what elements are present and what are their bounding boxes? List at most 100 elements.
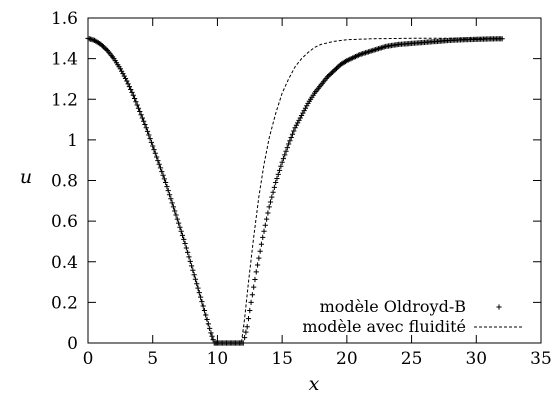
data-point-marker	[119, 68, 125, 74]
data-point-marker	[282, 152, 288, 158]
data-point-marker	[253, 269, 259, 275]
data-point-marker	[244, 324, 250, 330]
legend-marker-plus	[496, 304, 502, 310]
data-point-marker	[148, 139, 155, 145]
data-point-marker	[296, 117, 302, 123]
data-point-marker	[196, 290, 202, 296]
data-point-marker	[278, 163, 284, 169]
data-point-marker	[499, 36, 505, 42]
x-tick-label: 10	[207, 349, 229, 369]
data-point-marker	[276, 167, 283, 173]
data-point-marker	[251, 284, 257, 290]
data-point-marker	[122, 75, 129, 82]
y-tick-label: 0.2	[51, 293, 78, 313]
data-point-marker	[182, 240, 188, 247]
data-point-marker	[295, 120, 301, 126]
data-point-marker	[326, 73, 332, 79]
data-point-marker	[128, 86, 134, 93]
data-point-marker	[177, 224, 183, 230]
data-point-marker	[335, 64, 341, 70]
data-point-marker	[129, 89, 135, 95]
data-point-marker	[333, 65, 340, 71]
data-point-marker	[146, 132, 152, 138]
data-point-marker	[287, 138, 293, 144]
data-point-marker	[300, 110, 306, 116]
legend-plus-glyph	[496, 304, 502, 310]
data-point-marker	[205, 321, 211, 327]
data-point-marker	[181, 236, 187, 243]
x-tick-label: 15	[271, 349, 293, 369]
data-point-marker	[195, 285, 201, 291]
data-point-marker	[135, 105, 142, 111]
data-point-marker	[327, 71, 333, 78]
data-point-marker	[258, 241, 265, 247]
y-tick-label: 0.8	[51, 172, 78, 192]
legend-label-fluidite: modèle avec fluidité	[302, 317, 466, 336]
data-point-marker	[249, 292, 255, 298]
data-point-marker	[173, 212, 179, 218]
data-point-marker	[138, 112, 144, 118]
legend: modèle Oldroyd-B modèle avec fluidité	[302, 297, 524, 336]
data-point-marker	[186, 254, 192, 260]
data-point-marker	[134, 102, 140, 108]
y-tick-label: 0.4	[51, 253, 78, 273]
data-point-marker	[248, 299, 254, 305]
data-point-marker	[170, 204, 177, 210]
y-tick-label: 0.6	[51, 212, 78, 232]
data-point-marker	[261, 228, 267, 234]
legend-label-oldroyd: modèle Oldroyd-B	[320, 297, 466, 316]
data-point-marker	[160, 172, 166, 178]
data-point-marker	[179, 232, 186, 238]
data-point-marker	[126, 84, 133, 90]
data-point-marker	[142, 121, 148, 128]
data-point-marker	[204, 316, 210, 323]
data-point-marker	[297, 115, 303, 121]
data-point-marker	[198, 294, 204, 300]
y-tick-label: 1	[67, 131, 78, 151]
data-point-marker	[252, 276, 258, 283]
data-point-marker	[304, 103, 310, 109]
data-point-marker	[289, 131, 296, 137]
data-point-marker	[178, 228, 184, 234]
data-point-marker	[265, 210, 271, 216]
data-point-marker	[153, 154, 160, 160]
data-point-marker	[269, 194, 275, 200]
data-point-marker	[292, 125, 298, 131]
data-point-marker	[172, 208, 178, 214]
data-point-marker	[176, 220, 182, 226]
data-point-marker	[207, 325, 213, 331]
data-point-marker	[103, 46, 109, 52]
data-point-marker	[273, 179, 279, 186]
data-point-marker	[247, 307, 253, 314]
data-point-marker	[328, 70, 334, 76]
data-point-marker	[125, 81, 131, 87]
data-point-marker	[156, 161, 162, 167]
data-point-marker	[174, 216, 180, 222]
data-point-marker	[151, 147, 157, 153]
data-point-marker	[155, 157, 161, 164]
data-point-marker	[302, 105, 309, 111]
data-point-marker	[137, 108, 143, 115]
x-tick-label: 20	[336, 349, 358, 369]
x-axis-title: x	[309, 373, 320, 395]
data-point-marker	[209, 333, 215, 339]
data-point-marker	[293, 122, 299, 128]
data-point-marker	[260, 234, 266, 240]
data-point-marker	[283, 148, 289, 154]
y-axis-title: u	[20, 166, 32, 188]
data-point-marker	[256, 255, 262, 261]
data-point-marker	[161, 176, 167, 182]
series-line-fluidite	[87, 37, 503, 344]
data-point-marker	[150, 143, 156, 149]
plot-frame	[87, 17, 542, 344]
data-point-marker	[121, 73, 127, 79]
data-point-marker	[183, 245, 189, 251]
data-point-marker	[166, 192, 173, 198]
data-point-marker	[254, 262, 261, 268]
data-point-marker	[133, 99, 139, 105]
data-point-marker	[210, 337, 216, 343]
data-point-marker	[169, 200, 175, 206]
data-point-marker	[208, 330, 214, 336]
data-point-marker	[332, 66, 338, 73]
